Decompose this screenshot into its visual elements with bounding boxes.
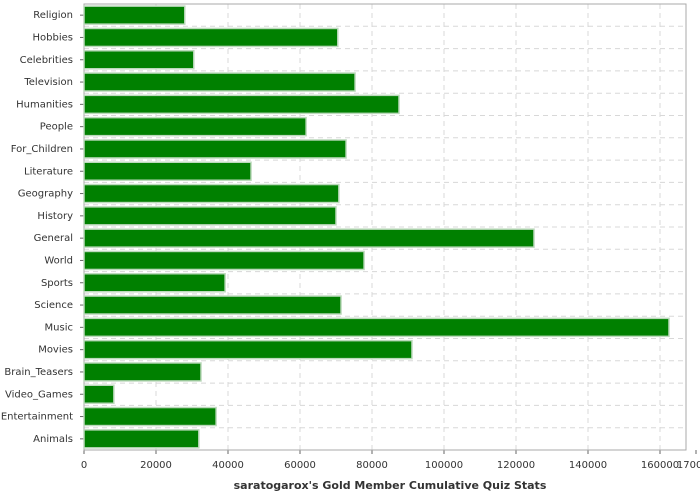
bar — [83, 228, 535, 248]
y-tick-label: People — [40, 122, 73, 133]
y-tick-label: Geography — [18, 189, 73, 200]
x-tick-label: 140000 — [569, 460, 607, 471]
y-tick-label: For_Children — [11, 144, 73, 155]
y-tick-label: Humanities — [16, 99, 73, 110]
bar — [83, 27, 339, 48]
bar — [83, 94, 400, 115]
y-tick-label: World — [44, 255, 73, 266]
bar — [83, 384, 115, 404]
x-tick-label: 100000 — [425, 460, 463, 471]
x-tick-label: 160000 — [641, 460, 679, 471]
y-tick-label: Celebrities — [20, 55, 73, 66]
bar — [83, 273, 226, 293]
y-tick-label: Animals — [33, 434, 73, 445]
x-tick-label: 120000 — [497, 460, 535, 471]
axis-title: saratogarox's Gold Member Cumulative Qui… — [234, 479, 547, 492]
bar — [83, 295, 342, 315]
y-tick-label: Movies — [38, 345, 73, 356]
x-tick-label: 40000 — [212, 460, 244, 471]
bar — [83, 429, 200, 449]
y-tick-label: Television — [23, 77, 73, 88]
bar — [83, 139, 347, 159]
y-tick-label: Video_Games — [5, 389, 73, 400]
bar — [83, 161, 252, 181]
bar — [83, 250, 365, 271]
bar — [83, 317, 670, 338]
x-tick-label: 60000 — [284, 460, 316, 471]
bar — [83, 206, 337, 226]
bar — [83, 116, 307, 137]
bar — [83, 50, 195, 70]
y-tick-label: Sports — [41, 278, 73, 289]
bar — [83, 72, 356, 92]
x-tick-label: 0 — [81, 460, 87, 471]
y-tick-label: Science — [34, 300, 73, 311]
y-tick-label: Brain_Teasers — [4, 367, 73, 378]
bar — [83, 406, 217, 427]
y-tick-label: Entertainment — [1, 412, 73, 423]
x-tick-label: 80000 — [356, 460, 388, 471]
y-tick-label: History — [37, 211, 73, 222]
bar — [83, 339, 413, 360]
bar — [83, 183, 340, 204]
x-tick-label: 170000 — [677, 460, 700, 471]
y-tick-label: Literature — [24, 166, 73, 177]
plot-frame — [83, 3, 687, 451]
bar — [83, 362, 202, 382]
y-tick-label: Music — [45, 322, 73, 333]
y-tick-label: Religion — [33, 10, 73, 21]
x-tick-label: 20000 — [140, 460, 172, 471]
y-tick-label: General — [34, 233, 73, 244]
y-tick-label: Hobbies — [33, 32, 73, 43]
bar — [83, 5, 186, 25]
